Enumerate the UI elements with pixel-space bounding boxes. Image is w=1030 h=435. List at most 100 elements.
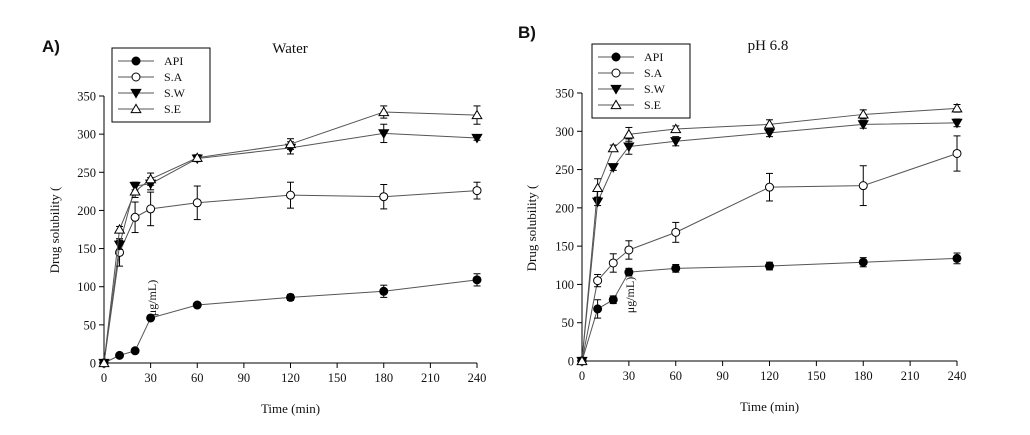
- y-tick-label: 0: [90, 357, 96, 371]
- y-tick-label: 250: [77, 166, 96, 180]
- legend-marker: [610, 84, 622, 95]
- data-point: [286, 292, 295, 302]
- data-point: [593, 304, 603, 314]
- y-tick-label: 0: [568, 355, 574, 369]
- series-line: [103, 190, 478, 364]
- data-point: [284, 138, 297, 149]
- data-point: [857, 108, 869, 119]
- y-tick-label: 50: [84, 318, 97, 332]
- data-point: [379, 286, 389, 296]
- data-point: [471, 133, 483, 144]
- y-axis-unit-label: μg/mL): [623, 277, 637, 313]
- x-tick-label: 0: [101, 371, 107, 385]
- data-point: [623, 142, 635, 153]
- data-point: [624, 245, 634, 255]
- legend-marker: [611, 68, 621, 78]
- data-point: [608, 295, 618, 305]
- series-line: [581, 107, 958, 362]
- legend-label: S.E: [164, 102, 181, 116]
- series-line: [581, 122, 958, 362]
- legend-marker: [131, 56, 141, 66]
- data-point: [378, 106, 390, 117]
- x-tick-label: 30: [623, 369, 636, 383]
- x-axis-label: Time (min): [740, 399, 799, 414]
- x-axis-label: Time (min): [261, 401, 320, 416]
- data-point: [378, 129, 390, 139]
- data-point: [130, 346, 140, 356]
- data-point: [670, 123, 682, 134]
- y-tick-label: 300: [77, 128, 96, 142]
- y-tick-label: 250: [555, 163, 574, 177]
- x-tick-label: 60: [191, 371, 204, 385]
- series-sw: [98, 123, 483, 369]
- data-point: [765, 182, 774, 192]
- data-point: [671, 227, 681, 237]
- chart-title: pH 6.8: [748, 38, 789, 54]
- data-point: [952, 253, 962, 263]
- legend-label: S.A: [644, 66, 663, 80]
- series-sa: [577, 135, 962, 366]
- series-line: [103, 132, 478, 364]
- x-tick-label: 60: [670, 369, 683, 383]
- y-tick-label: 100: [77, 280, 96, 294]
- legend-box: [111, 47, 211, 123]
- x-tick-label: 150: [807, 369, 826, 383]
- data-point: [286, 190, 295, 200]
- legend-label: S.A: [164, 70, 183, 84]
- y-tick-label: 50: [562, 316, 575, 330]
- y-tick-label: 200: [77, 204, 96, 218]
- x-tick-label: 120: [760, 369, 779, 383]
- x-tick-label: 180: [854, 369, 873, 383]
- legend-label: S.W: [644, 82, 666, 96]
- y-tick-label: 350: [77, 90, 96, 104]
- data-point: [591, 197, 604, 208]
- series-se: [576, 102, 963, 366]
- x-tick-label: 90: [716, 369, 729, 383]
- series-se: [98, 105, 483, 368]
- data-point: [471, 109, 483, 120]
- panel-label-b: B): [518, 23, 536, 42]
- legend-label: API: [644, 50, 663, 64]
- y-axis-label: Drug solubility (: [524, 185, 539, 272]
- data-point: [472, 186, 482, 196]
- data-point: [146, 313, 156, 323]
- x-tick-label: 30: [144, 371, 157, 385]
- data-point: [192, 300, 202, 310]
- data-point: [113, 240, 126, 251]
- data-point: [144, 173, 157, 184]
- data-point: [191, 152, 203, 162]
- series-api: [577, 252, 962, 366]
- data-point: [607, 142, 619, 153]
- data-point: [951, 102, 963, 113]
- data-point: [379, 192, 389, 202]
- x-tick-label: 210: [901, 369, 920, 383]
- data-point: [576, 355, 588, 366]
- data-point: [192, 198, 202, 208]
- panel-label-a: A): [42, 37, 60, 56]
- x-tick-label: 210: [421, 371, 440, 385]
- data-point: [129, 185, 141, 196]
- y-axis-label: Drug solubility (: [47, 187, 62, 274]
- legend: API S.A S.W S.E: [591, 43, 691, 119]
- x-tick-label: 0: [579, 369, 585, 383]
- data-point: [952, 148, 962, 158]
- legend-label: S.W: [164, 86, 186, 100]
- x-tick-label: 240: [468, 371, 487, 385]
- chart-ph-6-8: 0 30 60 90 120 150 180 210 240 0 50 100 150 200 250 300…: [524, 38, 966, 414]
- data-point: [472, 275, 482, 285]
- data-point: [858, 257, 868, 267]
- data-point: [951, 118, 963, 129]
- y-tick-label: 200: [555, 201, 574, 215]
- legend-label: S.E: [644, 98, 661, 112]
- data-point: [607, 163, 619, 173]
- chart-water: 0 30 60 90 120 150 180 210 240 0 50 100 150 200 250 300…: [47, 41, 486, 416]
- y-tick-label: 100: [555, 278, 574, 292]
- legend-marker: [130, 88, 142, 99]
- y-tick-label: 150: [555, 240, 574, 254]
- data-point: [593, 276, 603, 286]
- series-api: [99, 273, 482, 368]
- legend-marker: [131, 72, 141, 82]
- data-point: [624, 267, 634, 277]
- data-point: [671, 263, 681, 273]
